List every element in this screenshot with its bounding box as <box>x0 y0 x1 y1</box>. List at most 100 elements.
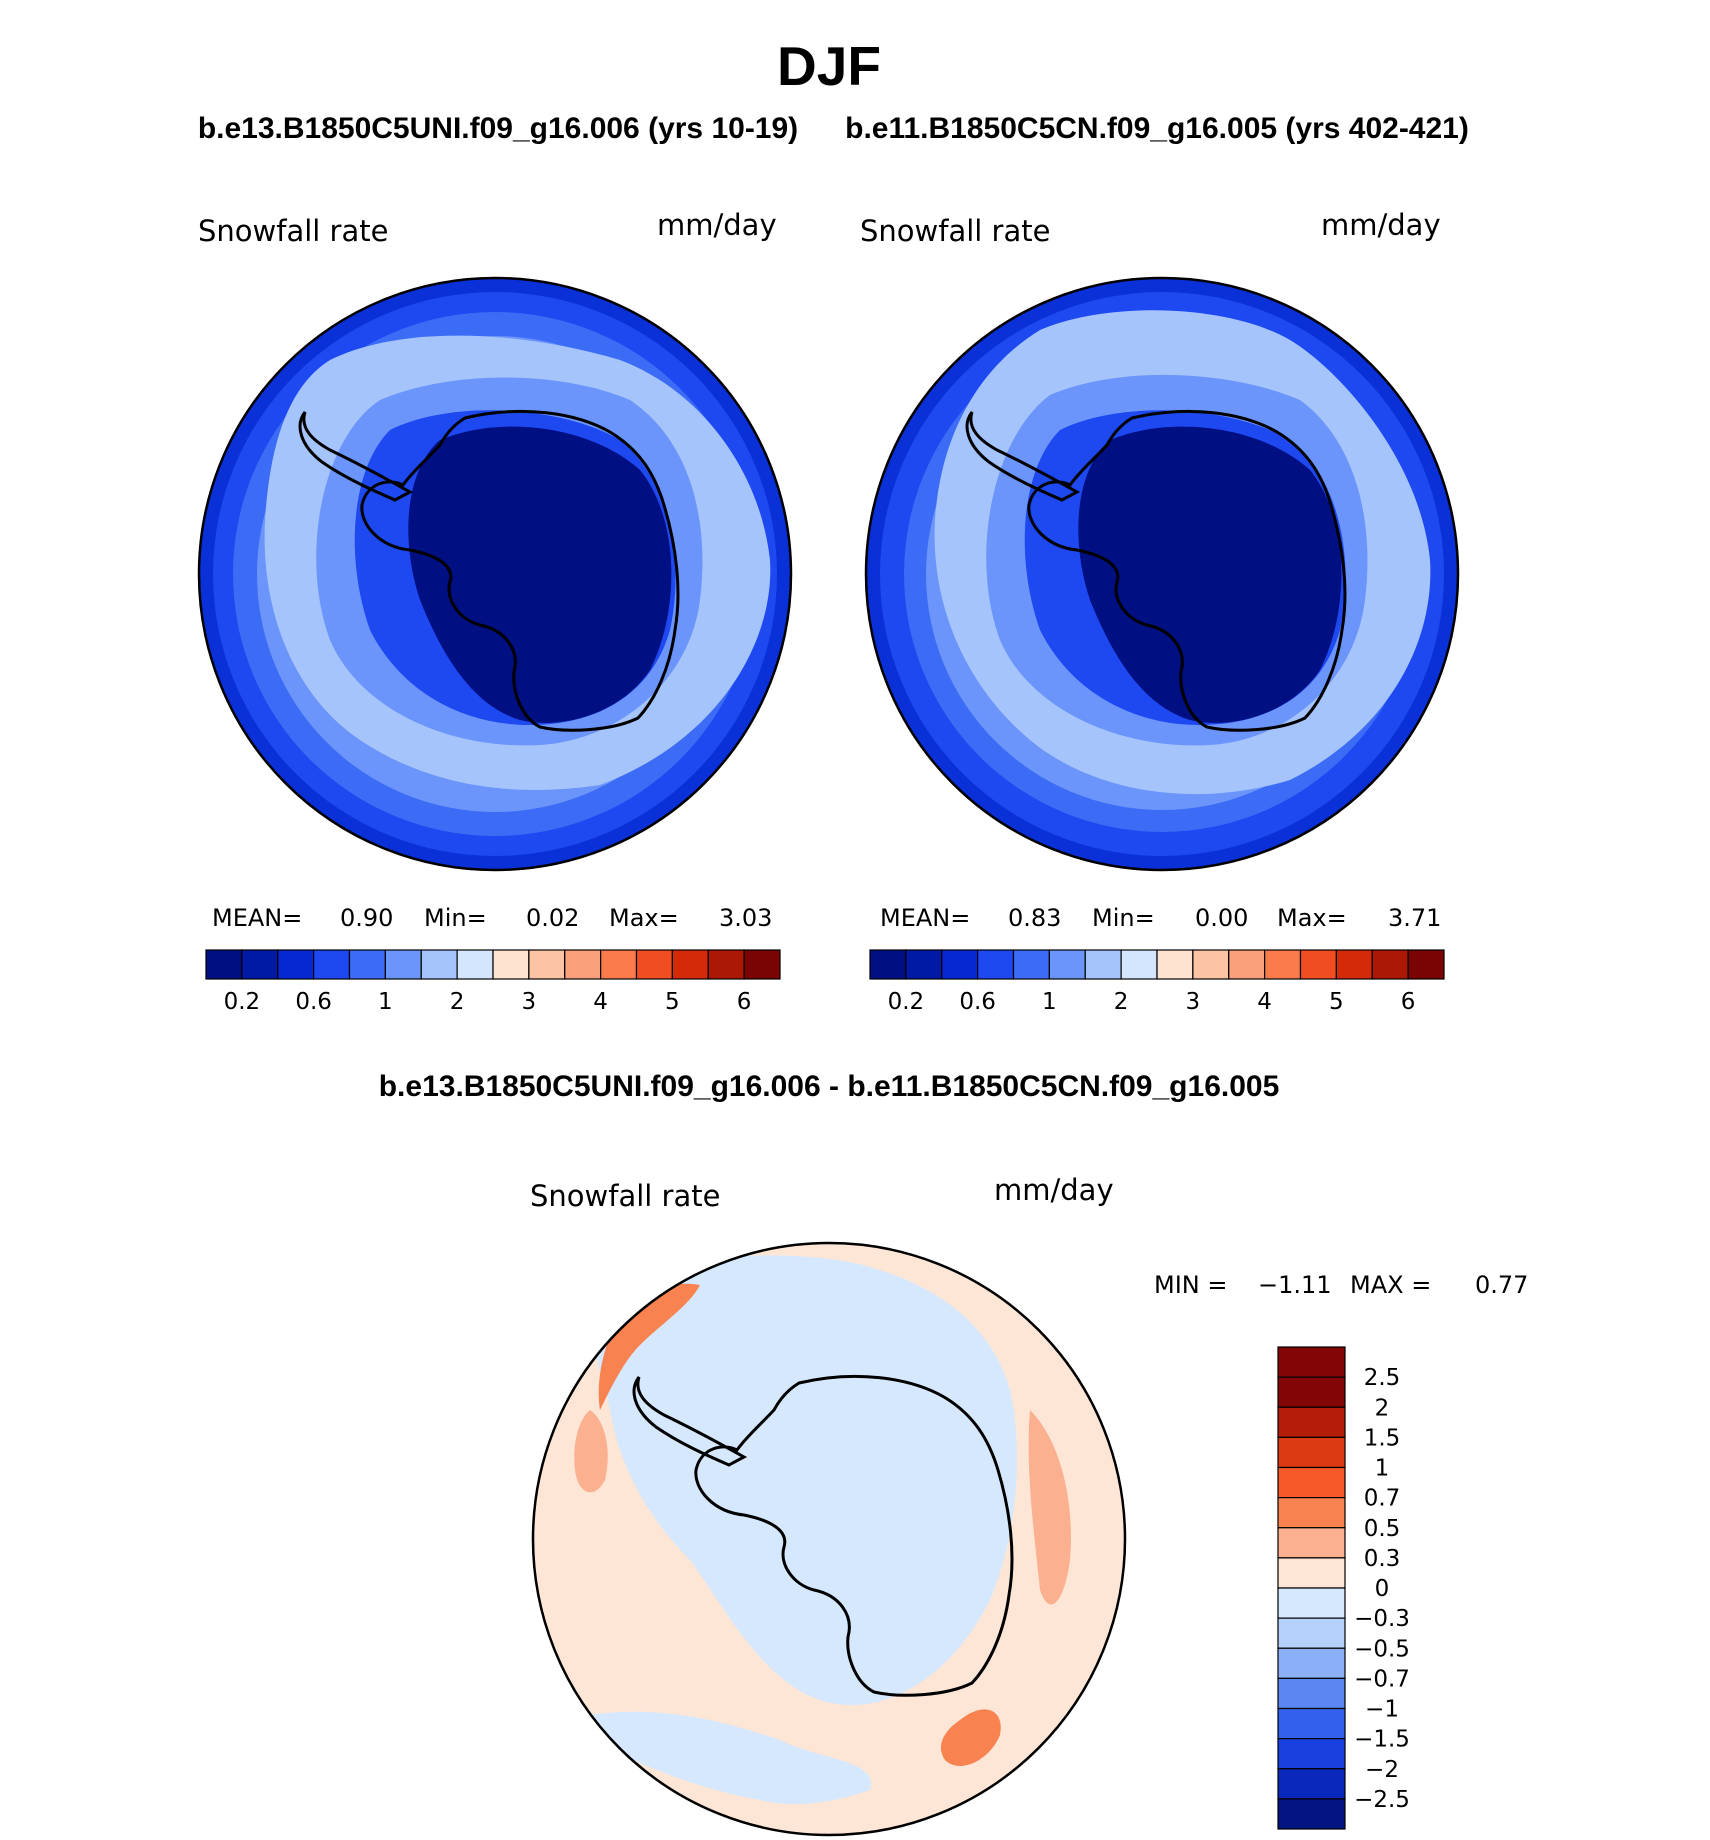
panel-3-colorbar-swatch <box>1277 1798 1346 1830</box>
panel-2-colorbar-swatch <box>1264 949 1302 980</box>
panel-2-mean-label: MEAN= <box>880 904 970 932</box>
panel-3-variable-label: Snowfall rate <box>530 1179 720 1213</box>
panel-2-colorbar-swatch <box>1120 949 1158 980</box>
panel-3-field-negative-region <box>591 1255 1018 1706</box>
panel-2-max-value: 3.71 <box>1388 904 1441 932</box>
panel-1-colorbar-tick-label: 0.6 <box>295 989 332 1015</box>
panel-3-peninsula-outline <box>632 1376 748 1467</box>
panel-1-colorbar-tick-label: 1 <box>378 989 393 1015</box>
panel-1-max-value: 3.03 <box>719 904 772 932</box>
panel-2-colorbar-swatch <box>1048 949 1086 980</box>
panel-1-colorbar-tick-label: 0.2 <box>224 989 261 1015</box>
panel-2-colorbar-swatch <box>1299 949 1337 980</box>
panel-2-colorbar-tick-label: 0.6 <box>959 989 996 1015</box>
panel-1-colorbar-swatch <box>671 949 709 980</box>
panel-3-units: mm/day <box>994 1173 1114 1207</box>
panel-1: b.e13.B1850C5UNI.f09_g16.006 (yrs 10-19)… <box>197 112 798 1015</box>
panel-2-colorbar-tick-label: 1 <box>1042 989 1057 1015</box>
panel-1-colorbar-tick-label: 6 <box>737 989 752 1015</box>
panel-3-colorbar-swatch <box>1277 1557 1346 1589</box>
panel-3-colorbar-swatch <box>1277 1527 1346 1559</box>
panel-1-peninsula-outline <box>298 411 414 502</box>
panel-1-map <box>199 278 791 870</box>
panel-3-colorbar-tick-label: −0.3 <box>1354 1606 1410 1632</box>
panel-1-mean-value: 0.90 <box>340 904 393 932</box>
panel-3-case-title: b.e13.B1850C5UNI.f09_g16.006 - b.e11.B18… <box>379 1070 1280 1103</box>
panel-1-variable-label: Snowfall rate <box>198 214 388 248</box>
panel-2-colorbar-swatch <box>1156 949 1194 980</box>
panel-1-colorbar-swatch <box>635 949 673 980</box>
panel-3-colorbar-swatch <box>1277 1436 1346 1469</box>
panel-1-colorbar-swatch <box>348 949 386 980</box>
panel-3-max-label: MAX = <box>1350 1271 1431 1299</box>
panel-3-colorbar-swatch <box>1277 1466 1346 1499</box>
panel-3-colorbar-swatch <box>1277 1587 1346 1619</box>
panel-1-colorbar: 0.2 0.6 1 2 3 4 5 6 <box>205 949 781 1015</box>
panel-2-colorbar-tick-label: 0.2 <box>888 989 925 1015</box>
panel-2-colorbar-swatch <box>977 949 1015 980</box>
panel-2-peninsula-outline <box>965 411 1081 502</box>
panel-2-colorbar: 0.2 0.6 1 2 3 4 5 6 <box>869 949 1445 1015</box>
panel-2-map <box>866 278 1458 870</box>
panel-1-colorbar-swatch <box>420 949 458 980</box>
panel-2-mean-value: 0.83 <box>1008 904 1061 932</box>
panel-1-colorbar-swatch <box>241 949 279 980</box>
panel-3-colorbar-swatch <box>1277 1677 1346 1710</box>
panel-2-colorbar-swatch <box>905 949 943 980</box>
panel-2-units: mm/day <box>1321 208 1441 242</box>
panel-2-colorbar-tick-label: 4 <box>1257 989 1272 1015</box>
panel-2-colorbar-swatch <box>1335 949 1373 980</box>
panel-1-colorbar-swatch <box>384 949 422 980</box>
panel-3-max-value: 0.77 <box>1475 1271 1528 1299</box>
panel-3-colorbar-tick-label: 1.5 <box>1364 1425 1401 1451</box>
panel-2-colorbar-swatch <box>869 949 907 980</box>
panel-2-colorbar-tick-label: 3 <box>1186 989 1201 1015</box>
panel-2-field-core <box>1078 426 1342 723</box>
panel-1-map-border <box>197 276 793 872</box>
panel-2-min-value: 0.00 <box>1195 904 1248 932</box>
panel-1-colorbar-swatch <box>456 949 494 980</box>
panel-3-colorbar-tick-label: −0.7 <box>1354 1666 1410 1692</box>
panel-2-min-label: Min= <box>1092 904 1155 932</box>
panel-1-max-label: Max= <box>609 904 679 932</box>
panel-3-min-value: −1.11 <box>1258 1271 1332 1299</box>
panel-2-variable-label: Snowfall rate <box>860 214 1050 248</box>
figure-title: DJF <box>777 35 881 97</box>
panel-1-min-value: 0.02 <box>526 904 579 932</box>
panel-1-colorbar-tick-label: 5 <box>665 989 680 1015</box>
panel-3-map <box>533 1243 1125 1835</box>
panel-2-colorbar-swatch <box>1228 949 1266 980</box>
panel-1-colorbar-swatch <box>528 949 566 980</box>
panel-3-colorbar-swatch <box>1277 1617 1346 1649</box>
panel-1-case-title: b.e13.B1850C5UNI.f09_g16.006 (yrs 10-19) <box>198 112 798 145</box>
panel-3-field-negative-patch <box>560 1711 872 1805</box>
panel-2-colorbar-swatch <box>1012 949 1050 980</box>
panel-2-case-title: b.e11.B1850C5CN.f09_g16.005 (yrs 402-421… <box>845 112 1469 145</box>
panel-1-colorbar-swatch <box>313 949 351 980</box>
panel-1-colorbar-tick-label: 4 <box>593 989 608 1015</box>
panel-3-colorbar-tick-label: −2 <box>1365 1757 1399 1783</box>
panel-1-min-label: Min= <box>424 904 487 932</box>
panel-3-colorbar-tick-label: 2.5 <box>1364 1365 1401 1391</box>
panel-3-map-border <box>531 1241 1127 1837</box>
panel-1-colorbar-swatch <box>600 949 638 980</box>
panel-1-colorbar-tick-label: 2 <box>450 989 465 1015</box>
panel-1-antarctica-outline <box>360 409 680 732</box>
panel-1-units: mm/day <box>657 208 777 242</box>
panel-3-colorbar-tick-label: −2.5 <box>1354 1787 1410 1813</box>
panel-3-colorbar-swatch <box>1277 1376 1346 1408</box>
panel-1-colorbar-swatch <box>205 949 243 980</box>
panel-2-map-border <box>864 276 1460 872</box>
panel-1-field-core <box>408 426 672 723</box>
panel-3-colorbar-swatch <box>1277 1346 1346 1378</box>
panel-3-field-positive-east <box>1028 1410 1071 1605</box>
panel-3-field-positive-se <box>940 1709 1001 1766</box>
panel-3-field-positive-west <box>574 1410 608 1493</box>
panel-3-colorbar-tick-label: −1 <box>1365 1697 1399 1723</box>
panel-3-colorbar-tick-label: 0 <box>1375 1576 1390 1602</box>
panel-2-colorbar-swatch <box>1084 949 1122 980</box>
panel-3-colorbar-swatch <box>1277 1738 1346 1770</box>
panel-3-min-label: MIN = <box>1154 1271 1227 1299</box>
panel-1-mean-label: MEAN= <box>212 904 302 932</box>
